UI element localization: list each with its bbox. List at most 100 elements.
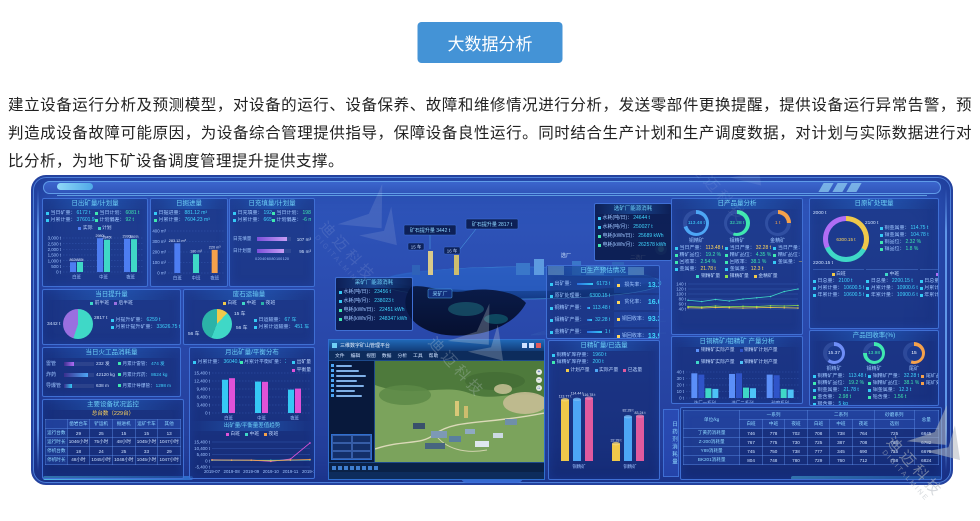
pie-value-label: 15 车 [234,312,246,317]
panel-raw-ore-processing: 日原矿处理量 6300.15 t 2000 t 2100 t 2200.15 t… [809,198,939,329]
stat-row: 当日产量： 113.48 t [675,245,723,252]
gauge-label: 钼精矿 [729,238,745,244]
layer-tree-item[interactable] [331,373,372,378]
hbar-row: 日充填量 107 m³ [233,236,311,242]
cu-gauge: 113.48 t [683,210,710,236]
toolbar-button[interactable] [350,465,354,470]
menu-item[interactable]: 文件 [335,354,345,359]
svg-text:32.28 t: 32.28 t [611,439,622,443]
svg-text:白班: 白班 [173,275,182,282]
svg-text:2,500 t: 2,500 t [48,241,62,246]
layer-tree-item[interactable] [331,363,372,368]
toolbar-button[interactable] [332,465,336,470]
panel-title: 日原矿处理量 [810,199,938,209]
sidebar-mini-table [331,434,372,460]
home-view-button[interactable]: ⌂ [536,385,542,391]
legend-item: 夜班 [261,300,275,307]
close-button[interactable] [536,343,541,348]
stat-row: 水耗(吨/月)： 250027 t [595,223,671,232]
legend-item: 铜精矿实际产量 [696,347,735,354]
svg-text:0 t: 0 t [205,458,211,463]
mo-recovery-ring: 13.98 [863,342,885,364]
dashboard-header-band [43,181,941,194]
minimize-button[interactable] [522,343,527,348]
panel-daily-backfill: 日充填量/计划量 日充填量：192 m³当日计划：198 m³月累计量：6652… [229,198,315,287]
maximize-button[interactable] [529,343,534,348]
svg-text:80 t: 80 t [679,297,687,302]
svg-text:夜班: 夜班 [290,415,299,422]
svg-text:2019-10: 2019-10 [263,469,280,474]
map-controls: + − ⌂ [536,369,542,391]
layer-tree-item[interactable] [331,368,372,373]
menu-item[interactable]: 编辑 [350,354,361,359]
toolbar-button[interactable] [374,465,378,470]
menu-item[interactable]: 视图 [366,354,376,359]
legend-item: 夜班 [936,271,938,278]
legend-item: 后半班 [114,300,133,307]
svg-text:白班: 白班 [72,274,81,281]
stat-row: 金精矿产量： 1 t [550,326,610,338]
big-data-analysis-button[interactable]: 大数据分析 [417,22,563,63]
terrain-viewport[interactable]: + − ⌂ [374,361,544,462]
gauge-value: 113.48 t [686,213,706,233]
svg-text:200 m³: 200 m³ [152,250,166,255]
stat-row: 月累计运输量： 451 车 [254,324,310,331]
legend-item: 钼精矿计划产量 [739,359,778,366]
legend-item: 出矿量 [292,359,311,366]
stat-row: 电耗(kWh/日)： 25689 kWh [595,232,671,241]
layer-tree-item[interactable] [331,393,372,398]
zoom-out-button[interactable]: − [536,377,542,383]
menu-item[interactable]: 工具 [413,354,423,359]
toolbar-button[interactable] [362,465,366,470]
svg-text:180 m³: 180 m³ [190,250,203,254]
stat-row: 铜精矿产量： 113.48 t [813,373,866,380]
tailings-ring: 15 [903,342,925,364]
stat-row: 精矿品位：— [773,252,802,259]
layer-tree-item[interactable] [331,378,372,383]
gauge-value: 15 [906,345,922,361]
stat-row: 精矿品位： 19.2 % [675,252,723,259]
svg-text:3,400 t: 3,400 t [197,403,211,408]
tunneling-bar-chart: 400 m³ 300 m³ 200 m³ 100 m³ 0 m³ 白班 283.12 m³ 中… [151,225,227,281]
stat-row: 铜回收率：93.37 % [614,312,659,327]
panel-title: 日出矿量/计划量 [43,199,147,209]
stat-row: 回收率： 38.1 % [725,259,771,266]
zoom-in-button[interactable]: + [536,369,542,375]
stat-row: 钼精矿品位： 38.1 % [868,380,919,387]
menu-item[interactable]: 分析 [397,354,408,359]
toolbar-button[interactable] [338,465,342,470]
panel-explosives-consumption: 当日火工品消耗量 雷管 232 发月累计雷管： 474 发炸药 42120 kg 月累计… [42,347,181,397]
toolbar-button[interactable] [356,465,360,470]
stat-row: 日总量： 2200.15 t [866,278,917,285]
menu-item[interactable]: 数据 [381,354,392,359]
shift-col-day: 白班 日总量： 2100 t 月累计量： 10600.5 t 年累计量： 10600.5 … [813,269,865,299]
mini-table-row [332,451,371,459]
layer-tree-sidebar [329,361,375,462]
toolbar-button[interactable] [344,465,348,470]
stat-row: 月累计量： 7604.23 m³ [154,217,224,224]
table-row: 运行时长 1046小时 75小时 48小时 1045小时 1047小时 [45,437,181,447]
stat-row: 原矿处理量： 6300.15 t [550,290,610,302]
stat-row: 月累计平衡矿量：36000 t [239,359,286,366]
stat-row: 铜精矿库存量： 1960 t [552,352,656,359]
chart-legend: 前半班 后半班 [43,300,180,307]
toolbar-button[interactable] [368,465,372,470]
svg-text:30 t: 30 t [677,376,685,381]
layer-tree-item[interactable] [331,388,372,393]
window-titlebar[interactable]: 三维数字矿山管理平台 [329,340,544,351]
panel-daily-production-forecast: 日生产预估情况 出矿量： 6173 t 原矿处理量： 6300.15 t 铜精矿产量： 1… [546,265,660,339]
hoisting-pie-ch art [63,309,93,339]
legend-item: 铜精矿计划产量 [739,347,778,354]
menu-item[interactable]: 帮助 [428,354,439,359]
panel-title: 日铜精矿/钼精矿 产量分析 [672,337,802,347]
stat-row: 精矿品位： 4.35 % [725,252,771,259]
hoist-label-2: 矿石提升量 2817 t [472,221,513,228]
left-rail-decor [37,189,39,471]
layer-tree-item[interactable] [331,383,372,388]
svg-text:-5,400 t: -5,400 t [195,465,211,470]
